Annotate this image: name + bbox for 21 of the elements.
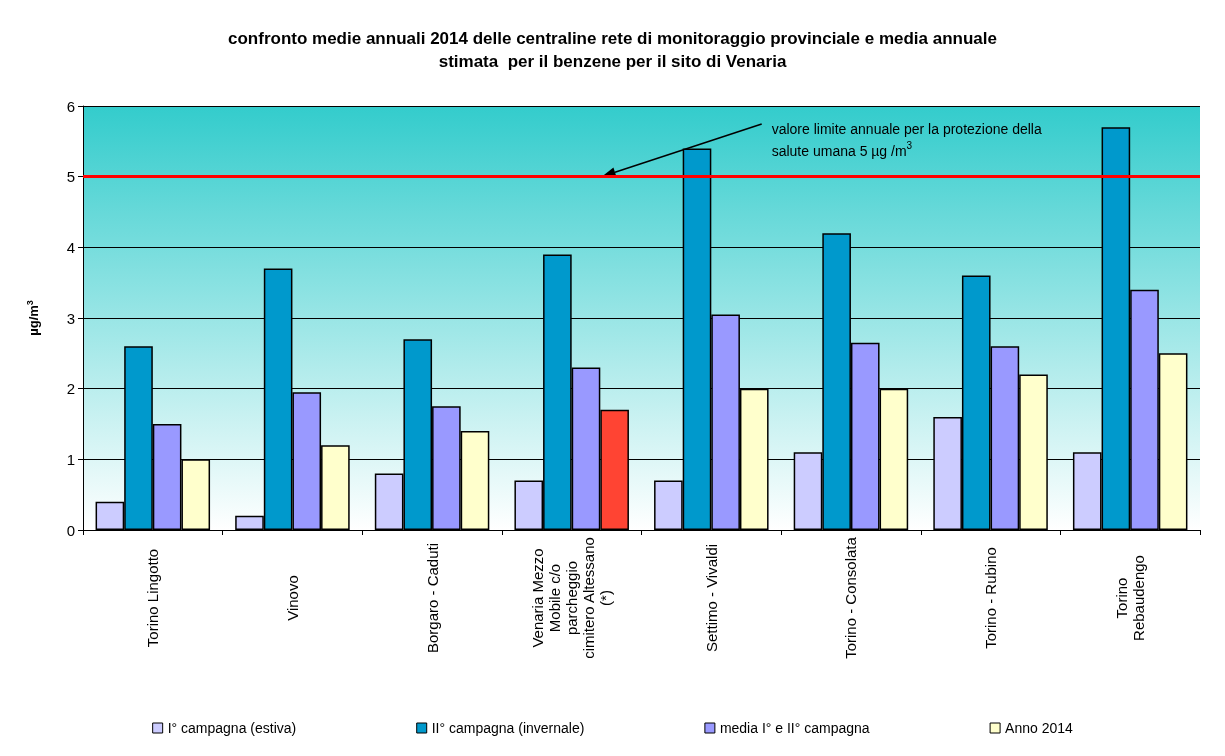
x-tick-label: Venaria Mezzo Mobile c/o parcheggio cimitero Altessano (*) (529, 537, 615, 659)
legend-label: I° campagna (estiva) (167, 720, 297, 736)
x-tick-label: Settimo - Vivaldi (702, 543, 720, 653)
y-tick-label: 0 (66, 521, 75, 539)
y-tick-label: 5 (66, 168, 75, 186)
y-tick-label: 2 (66, 380, 75, 398)
x-tick-label: Vinovo (283, 575, 301, 621)
legend-label: II° campagna (invernale) (431, 720, 585, 736)
y-tick-label: 3 (66, 309, 75, 327)
x-tick-label: Torino - Consolata (842, 536, 860, 659)
legend-label: Anno 2014 (1005, 720, 1074, 736)
x-tick-label: Borgaro - Caduti (423, 542, 441, 654)
x-tick-label: Torino Lingotto (144, 548, 162, 648)
chart-title: confronto medie annuali 2014 delle centraline rete di monitoraggio provinciale e media annuale stimata per il benzene per il sito di Venaria (228, 29, 997, 71)
y-axis-title: µg/m3 (25, 300, 41, 336)
y-tick-label: 4 (66, 238, 75, 256)
x-tick-label: Torino Rebaudengo (1113, 555, 1148, 641)
x-tick-label: Torino - Rubino (982, 547, 1000, 649)
y-tick-label: 1 (66, 450, 75, 468)
y-tick-label: 6 (66, 97, 75, 115)
legend-label: media I° e II° campagna (719, 720, 870, 736)
